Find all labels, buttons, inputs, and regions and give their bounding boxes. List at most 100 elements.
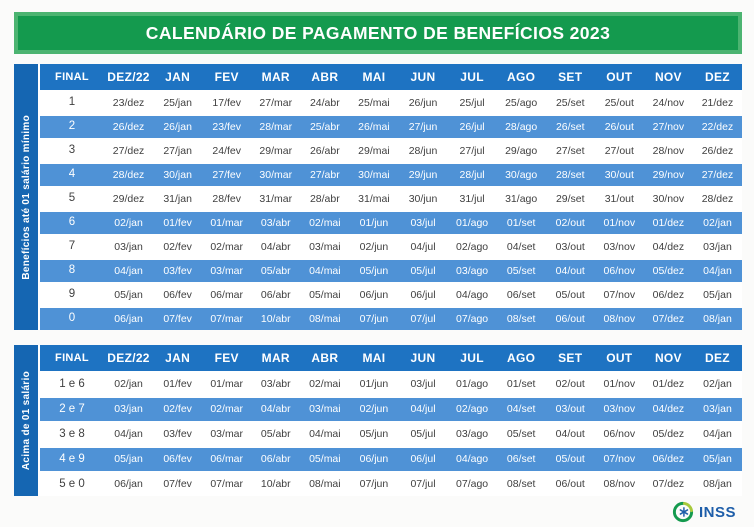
- payment-date-cell: 03/out: [555, 403, 585, 416]
- payment-date-cell: 04/dez: [652, 403, 685, 416]
- payment-date-cell: 01/jun: [359, 216, 389, 229]
- payment-date-cell: 27/jun: [408, 120, 438, 133]
- payment-date-cell: 23/dez: [112, 96, 145, 109]
- table-row: 4 28/dez 30/jan 27/fev 30/mar 27/abr 30/mai 29/…: [40, 162, 742, 186]
- payment-date-cell: 05/jul: [410, 264, 436, 277]
- payment-date-cell: 10/abr: [260, 312, 291, 325]
- final-digit-cell: 2 e 7: [59, 402, 85, 415]
- payment-date-cell: 30/nov: [652, 192, 685, 205]
- payment-date-cell: 06/jan: [114, 312, 143, 325]
- payment-date-cell: 04/ago: [456, 288, 489, 301]
- payment-date-cell: 02/ago: [456, 240, 489, 253]
- table-beneficios-ate-1-salario-minimo: Benefícios até 01 salário mínimo FINAL DE…: [14, 64, 742, 330]
- payment-date-cell: 29/set: [555, 192, 585, 205]
- payment-date-cell: 25/out: [604, 96, 634, 109]
- payment-date-cell: 06/dez: [652, 288, 685, 301]
- payment-date-cell: 26/jun: [408, 96, 438, 109]
- payment-date-cell: 26/abr: [309, 144, 340, 157]
- payment-date-cell: 28/set: [555, 168, 585, 181]
- payment-date-cell: 03/abr: [260, 378, 291, 391]
- payment-date-cell: 25/set: [555, 96, 585, 109]
- payment-date-cell: 27/out: [604, 144, 634, 157]
- payment-date-cell: 03/nov: [603, 403, 636, 416]
- payment-date-cell: 05/jul: [410, 428, 436, 441]
- table-row: 4 e 9 05/jan 06/fev 06/mar 06/abr 05/mai 06/ju…: [40, 446, 742, 471]
- payment-date-cell: 05/set: [506, 264, 536, 277]
- column-header-final: FINAL: [55, 70, 89, 83]
- payment-date-cell: 06/mar: [210, 453, 244, 466]
- payment-date-cell: 04/jan: [703, 428, 732, 441]
- final-digit-cell: 1: [68, 96, 76, 109]
- payment-date-cell: 01/ago: [456, 216, 489, 229]
- payment-date-cell: 31/jul: [459, 192, 485, 205]
- inss-logo: INSS: [672, 501, 736, 523]
- payment-date-cell: 03/nov: [603, 240, 636, 253]
- payment-date-cell: 02/out: [555, 378, 585, 391]
- payment-date-cell: 05/jun: [359, 264, 389, 277]
- inss-logo-text: INSS: [698, 503, 736, 521]
- payment-date-cell: 27/abr: [309, 168, 340, 181]
- payment-date-cell: 10/abr: [260, 478, 291, 491]
- payment-date-cell: 03/fev: [163, 428, 192, 441]
- payment-date-cell: 06/jan: [114, 478, 143, 491]
- payment-date-cell: 07/fev: [163, 312, 192, 325]
- column-header-mar: MAR: [261, 351, 290, 365]
- payment-date-cell: 27/jan: [163, 144, 192, 157]
- payment-date-cell: 05/abr: [260, 264, 291, 277]
- final-digit-cell: 7: [68, 240, 76, 253]
- table-row: 6 02/jan 01/fev 01/mar 03/abr 02/mai 01/jun 03/…: [40, 210, 742, 234]
- payment-date-cell: 08/set: [506, 312, 536, 325]
- payment-date-cell: 03/mai: [309, 403, 341, 416]
- payment-date-cell: 05/mai: [309, 288, 341, 301]
- payment-date-cell: 22/dez: [701, 120, 734, 133]
- column-header-fev: FEV: [214, 70, 239, 84]
- payment-date-cell: 31/mar: [259, 192, 293, 205]
- column-header-set: SET: [558, 351, 583, 365]
- table-row: 3 27/dez 27/jan 24/fev 29/mar 26/abr 29/mai 28/…: [40, 138, 742, 162]
- payment-date-cell: 29/nov: [652, 168, 685, 181]
- column-header-dez-22: DEZ/22: [107, 351, 150, 365]
- table-row: 9 05/jan 06/fev 06/mar 06/abr 05/mai 06/jun 06/…: [40, 282, 742, 306]
- payment-date-cell: 26/jan: [163, 120, 192, 133]
- column-header-jan: JAN: [165, 70, 191, 84]
- payment-date-cell: 04/out: [555, 264, 585, 277]
- payment-date-cell: 03/jan: [703, 403, 732, 416]
- payment-date-cell: 02/fev: [163, 240, 192, 253]
- payment-date-cell: 04/jul: [410, 403, 436, 416]
- payment-date-cell: 07/dez: [652, 312, 685, 325]
- payment-date-cell: 01/dez: [652, 216, 685, 229]
- final-digit-cell: 9: [68, 288, 76, 301]
- payment-date-cell: 08/set: [506, 478, 536, 491]
- column-header-jul: JUL: [460, 351, 484, 365]
- table-row: 2 e 7 03/jan 02/fev 02/mar 04/abr 03/mai 02/ju…: [40, 396, 742, 421]
- payment-date-cell: 05/jan: [703, 453, 732, 466]
- payment-date-cell: 26/mai: [358, 120, 390, 133]
- payment-date-cell: 04/mai: [309, 264, 341, 277]
- payment-date-cell: 04/dez: [652, 240, 685, 253]
- column-header-mai: MAI: [362, 70, 386, 84]
- table-row: 5 29/dez 31/jan 28/fev 31/mar 28/abr 31/mai 30/…: [40, 186, 742, 210]
- payment-date-cell: 02/jun: [359, 403, 389, 416]
- payment-date-cell: 02/out: [555, 216, 585, 229]
- payment-date-cell: 26/dez: [701, 144, 734, 157]
- table-header-row: FINAL DEZ/22 JAN FEV MAR ABR MAI JUN JUL AGO SET OU…: [40, 345, 742, 371]
- payment-date-cell: 04/jul: [410, 240, 436, 253]
- payment-date-cell: 01/set: [506, 378, 536, 391]
- payment-date-cell: 05/jun: [359, 428, 389, 441]
- payment-date-cell: 01/fev: [163, 378, 192, 391]
- payment-date-cell: 02/mai: [309, 378, 341, 391]
- payment-date-cell: 05/jan: [114, 453, 143, 466]
- payment-date-cell: 03/jul: [410, 216, 436, 229]
- payment-date-cell: 27/jul: [459, 144, 485, 157]
- payment-date-cell: 27/set: [555, 144, 585, 157]
- payment-date-cell: 04/abr: [260, 240, 291, 253]
- column-header-nov: NOV: [654, 351, 682, 365]
- payment-date-cell: 30/jan: [163, 168, 192, 181]
- column-header-dez: DEZ: [705, 70, 730, 84]
- inss-logo-icon: [672, 501, 694, 523]
- payment-date-cell: 29/ago: [505, 144, 538, 157]
- final-digit-cell: 3: [68, 144, 76, 157]
- payment-date-cell: 03/jan: [114, 240, 143, 253]
- column-header-jan: JAN: [165, 351, 191, 365]
- payment-date-cell: 06/set: [506, 288, 536, 301]
